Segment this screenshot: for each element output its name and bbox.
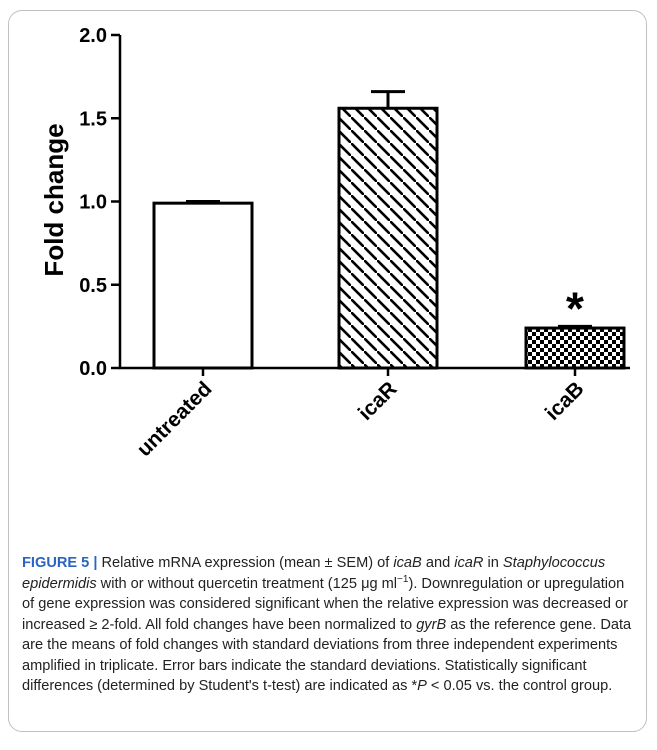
x-tick-label-icaR: icaR bbox=[354, 377, 402, 425]
caption-text: and bbox=[421, 555, 455, 571]
caption-label: FIGURE 5 | bbox=[22, 555, 98, 571]
bar-icaB bbox=[524, 326, 626, 370]
caption-text: icaB bbox=[393, 555, 422, 571]
bar-icaR bbox=[337, 106, 439, 370]
caption-text: gyrB bbox=[416, 616, 447, 633]
figure-caption: FIGURE 5 | Relative mRNA expression (mea… bbox=[22, 553, 632, 697]
caption-text: < 0.05 vs. the control group. bbox=[426, 678, 613, 694]
bars: * bbox=[152, 90, 626, 370]
y-tick-label: 0.0 bbox=[79, 358, 107, 380]
y-tick-label: 1.5 bbox=[79, 108, 107, 130]
caption-text: in bbox=[483, 555, 503, 571]
x-tick-label-untreated: untreated bbox=[133, 377, 217, 461]
significance-asterisk: * bbox=[566, 282, 584, 334]
caption-text: Relative mRNA expression (mean ± SEM) of bbox=[97, 555, 394, 571]
y-tick-label: 2.0 bbox=[79, 25, 107, 47]
figure-frame bbox=[8, 10, 647, 732]
caption-text: icaR bbox=[454, 555, 484, 571]
caption-text: P bbox=[417, 678, 427, 694]
caption-text: as the reference gene. Data are the mean… bbox=[22, 616, 632, 695]
caption-text: −1 bbox=[397, 573, 409, 585]
caption-text: ). Downregulation or upregulation of gen… bbox=[22, 575, 628, 633]
y-axis-label: Fold change bbox=[39, 123, 69, 276]
caption-text: with or without quercetin treatment (125… bbox=[96, 575, 398, 592]
bar-chart: 0.0 0.5 1.0 1.5 2.0 untreated icaR icaB * Fold … bbox=[39, 25, 630, 461]
y-tick-label: 1.0 bbox=[79, 192, 107, 214]
caption-text: Staphylococcus epidermidis bbox=[22, 555, 606, 592]
x-tick-label-icaB: icaB bbox=[541, 377, 589, 425]
bar-untreated bbox=[152, 201, 254, 370]
y-tick-label: 0.5 bbox=[79, 275, 107, 297]
